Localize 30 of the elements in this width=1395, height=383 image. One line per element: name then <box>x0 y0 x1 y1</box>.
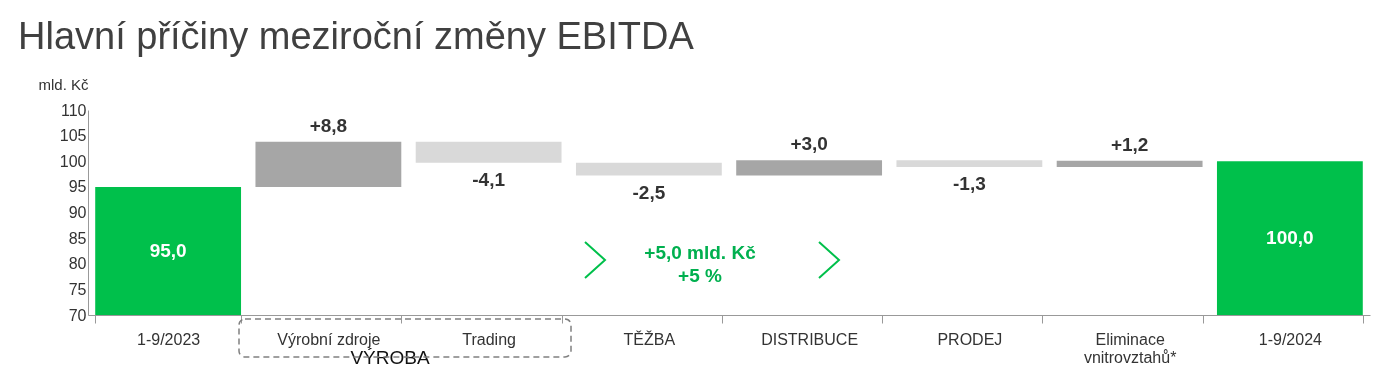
annotation: +5 % <box>678 265 723 286</box>
y-tick-label: 90 <box>68 204 87 221</box>
y-tick-label: 105 <box>59 127 87 145</box>
y-tick-label: 80 <box>68 255 87 273</box>
x-tick-label: Trading <box>462 330 516 348</box>
x-tick-label: PRODEJ <box>937 330 1003 348</box>
x-tick-label: 1-9/2024 <box>1258 330 1323 348</box>
data-label: +8,8 <box>309 114 348 136</box>
chart-title: Hlavní příčiny meziroční změny EBITDA <box>18 15 695 57</box>
y-tick-label: 95 <box>68 178 87 196</box>
y-tick-label: 85 <box>68 229 87 247</box>
x-tick-label: TĚŽBA <box>623 329 676 348</box>
data-label: 95,0 <box>149 239 187 261</box>
y-tick-label: 70 <box>68 306 87 324</box>
text: VÝROBA <box>350 347 430 368</box>
data-label: -4,1 <box>472 168 506 190</box>
data-label: 100,0 <box>1266 227 1314 249</box>
y-tick-label: 75 <box>68 280 87 298</box>
y-axis-title: mld. Kč <box>38 75 90 93</box>
data-label: -2,5 <box>632 181 666 203</box>
x-tick-label: 1-9/2023 <box>137 330 201 348</box>
y-tick-label: 100 <box>59 152 87 170</box>
data-label: +1,2 <box>1110 133 1149 155</box>
data-label: +3,0 <box>790 133 828 155</box>
x-tick-label: DISTRIBUCE <box>761 330 859 348</box>
annotation: +5,0 mld. Kč <box>644 242 757 263</box>
y-tick-label: 110 <box>60 101 87 119</box>
data-label: -1,3 <box>953 172 986 194</box>
x-tick-label: Výrobní zdroje <box>277 330 381 348</box>
x-tick-label: Eliminace vnitrovztahů* <box>1083 330 1177 366</box>
